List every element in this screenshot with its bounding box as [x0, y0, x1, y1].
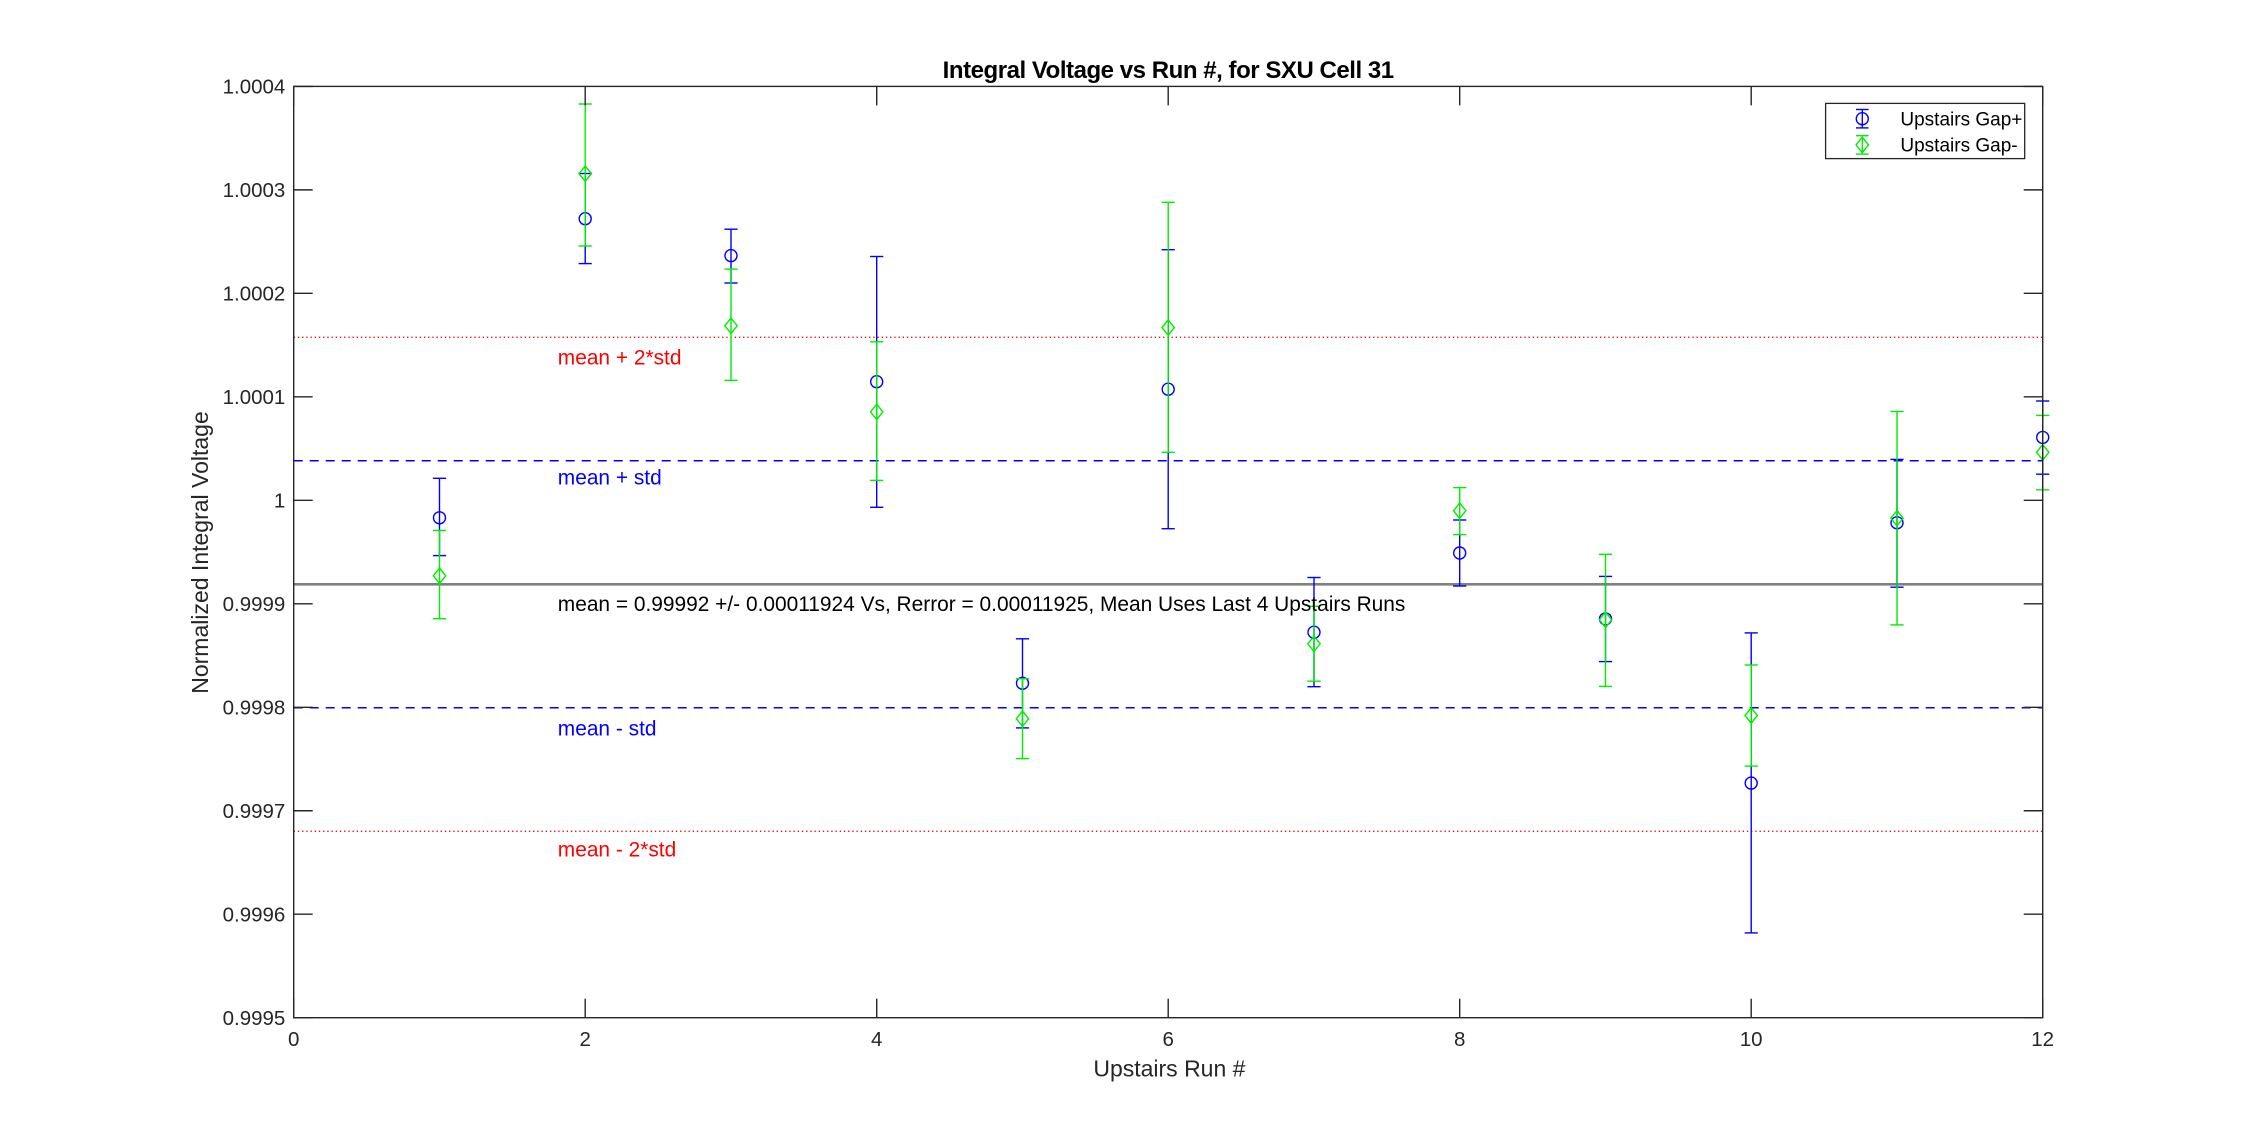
svg-text:0: 0 — [288, 1028, 299, 1051]
svg-text:mean + 2*std: mean + 2*std — [558, 347, 682, 370]
svg-text:10: 10 — [1740, 1028, 1763, 1051]
svg-text:1.0002: 1.0002 — [223, 283, 286, 306]
svg-text:1: 1 — [274, 490, 285, 513]
svg-text:0.9999: 0.9999 — [223, 593, 286, 616]
svg-text:4: 4 — [871, 1028, 882, 1051]
svg-text:mean - 2*std: mean - 2*std — [558, 839, 676, 862]
svg-text:0.9995: 0.9995 — [223, 1007, 286, 1030]
svg-text:1.0003: 1.0003 — [223, 179, 286, 202]
svg-text:Upstairs Gap+: Upstairs Gap+ — [1900, 110, 2022, 131]
svg-text:0.9996: 0.9996 — [223, 903, 286, 926]
svg-text:Normalized Integral Voltage: Normalized Integral Voltage — [187, 411, 213, 694]
svg-text:1.0001: 1.0001 — [223, 386, 286, 409]
svg-text:0.9997: 0.9997 — [223, 800, 286, 823]
svg-text:mean - std: mean - std — [558, 717, 657, 740]
svg-text:Upstairs Run #: Upstairs Run # — [1093, 1056, 1245, 1082]
svg-text:8: 8 — [1454, 1028, 1465, 1051]
svg-text:12: 12 — [2031, 1028, 2054, 1051]
svg-text:6: 6 — [1162, 1028, 1173, 1051]
svg-text:0.9998: 0.9998 — [223, 697, 286, 720]
svg-text:Integral Voltage vs Run #, for: Integral Voltage vs Run #, for SXU Cell … — [943, 57, 1394, 84]
svg-text:mean = 0.99992 +/- 0.00011924: mean = 0.99992 +/- 0.00011924 Vs, Rerror… — [558, 593, 1406, 616]
svg-text:Upstairs Gap-: Upstairs Gap- — [1900, 136, 2017, 157]
svg-text:1.0004: 1.0004 — [223, 76, 286, 99]
svg-text:2: 2 — [579, 1028, 590, 1051]
svg-text:mean + std: mean + std — [558, 467, 662, 490]
